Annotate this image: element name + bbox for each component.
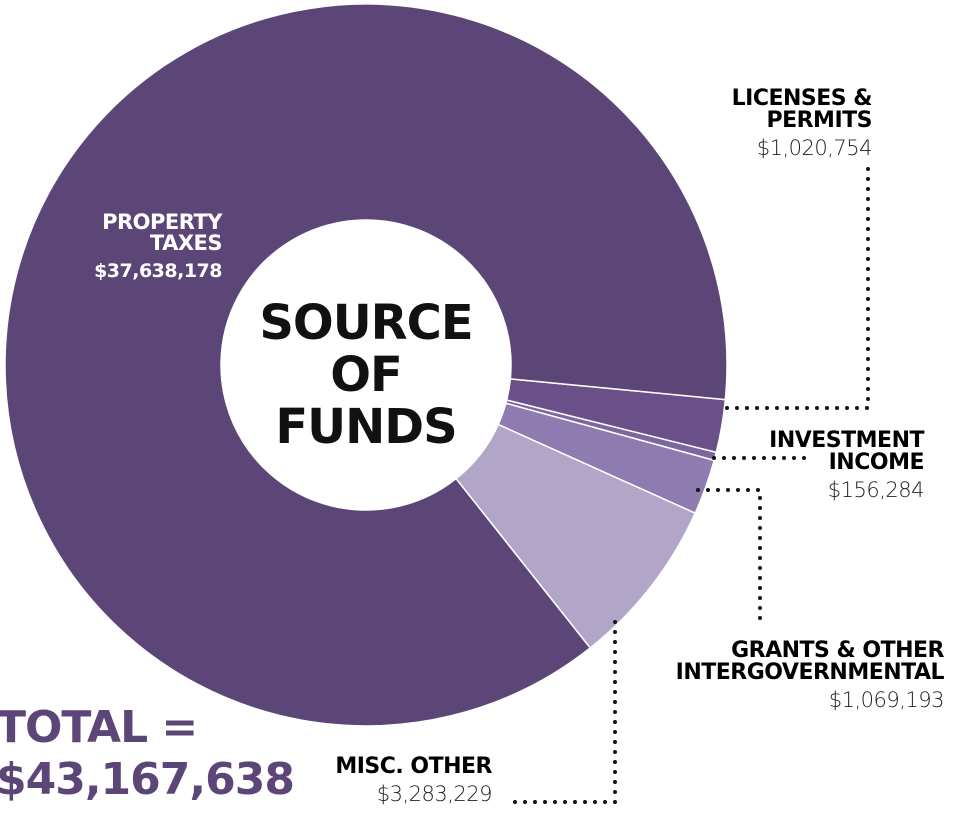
total: TOTAL = $43,167,638 (0, 702, 295, 805)
donut (4, 3, 728, 727)
leader-line (725, 163, 870, 410)
category-label: GRANTS & OTHER INTERGOVERNMENTAL (675, 638, 945, 685)
leader-line (696, 488, 762, 622)
label: LICENSES & PERMITS $1,020,754 (722, 86, 873, 160)
category-label: MISC. OTHER (335, 754, 492, 779)
category-label: INVESTMENT INCOME (769, 428, 924, 475)
value-label: $1,020,754 (756, 136, 873, 160)
value-label: $3,283,229 (376, 782, 493, 806)
value-label: $1,069,193 (828, 688, 945, 712)
value-label: $37,638,178 (94, 260, 222, 282)
leader-line (503, 620, 617, 804)
value-label: $156,284 (827, 478, 925, 502)
category-label: LICENSES & PERMITS (731, 86, 873, 133)
label: INVESTMENT INCOME $156,284 (749, 430, 924, 501)
slice (4, 3, 728, 727)
category-label: PROPERTY TAXES (102, 210, 222, 255)
chart-title: SOURCE OF FUNDS (259, 295, 473, 455)
leader-lines (503, 163, 870, 804)
label: PROPERTY TAXES $37,638,178 (82, 212, 222, 281)
label: MISC. OTHER $3,283,229 (300, 756, 492, 805)
label: GRANTS & OTHER INTERGOVERNMENTAL $1,069,… (620, 638, 945, 712)
